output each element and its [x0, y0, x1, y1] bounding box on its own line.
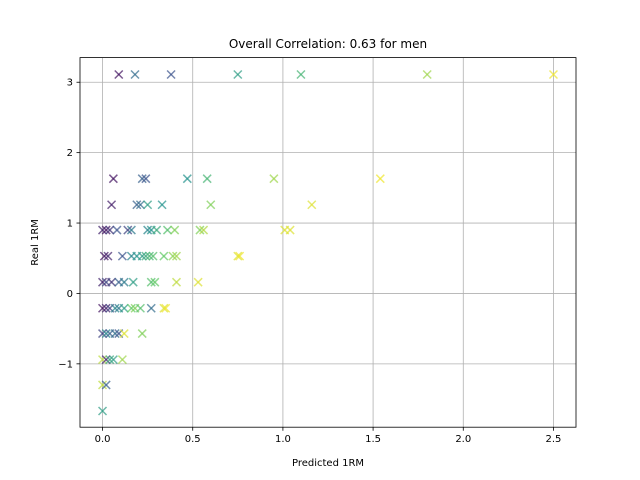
chart-title: Overall Correlation: 0.63 for men: [229, 37, 427, 51]
data-point: [143, 225, 153, 235]
data-point: [126, 303, 136, 313]
x-tick-label: 2.5: [546, 434, 562, 445]
axes-frame: [79, 57, 577, 428]
data-point: [126, 225, 136, 235]
y-tick-label: −1: [58, 359, 73, 370]
data-point: [168, 251, 178, 261]
data-point: [98, 406, 108, 416]
data-point: [146, 277, 156, 287]
data-point: [141, 174, 151, 184]
data-point: [105, 355, 115, 365]
y-tick-label: 2: [67, 148, 73, 159]
data-point: [143, 200, 153, 210]
data-point: [98, 277, 108, 287]
data-point: [108, 174, 118, 184]
data-point: [98, 380, 108, 390]
data-point: [99, 251, 109, 261]
data-point: [233, 251, 243, 261]
data-point: [119, 329, 129, 339]
x-tick-label: 1.0: [275, 434, 291, 445]
data-point: [137, 329, 147, 339]
axis-ticks: 0.0 0.5 1.0 1.5 2.0 2.5 −1 0 1 2 3: [58, 78, 561, 445]
data-point: [101, 355, 111, 365]
grid-lines: [80, 57, 576, 428]
data-point: [269, 174, 279, 184]
data-point: [137, 251, 147, 261]
data-point: [548, 69, 558, 80]
data-point: [171, 277, 182, 287]
data-point: [375, 174, 385, 184]
data-point: [157, 200, 167, 210]
data-point: [170, 225, 180, 235]
data-point: [117, 355, 127, 365]
data-point: [233, 69, 243, 80]
data-point: [171, 251, 182, 261]
data-point: [182, 174, 192, 184]
data-point: [119, 303, 129, 313]
data-point: [101, 303, 111, 313]
data-point: [146, 303, 156, 313]
data-point: [159, 303, 169, 313]
data-point: [135, 200, 145, 210]
data-point: [135, 303, 145, 313]
data-point: [108, 355, 118, 365]
data-point: [137, 174, 147, 184]
data-point: [128, 277, 138, 287]
data-point: [166, 69, 176, 80]
x-tick-label: 1.5: [365, 434, 381, 445]
data-point: [152, 225, 162, 235]
data-point: [422, 69, 432, 80]
data-point: [144, 251, 154, 261]
data-point: [103, 251, 113, 261]
data-point: [195, 225, 205, 235]
data-point: [98, 225, 108, 235]
data-point: [101, 329, 111, 339]
data-point: [235, 251, 245, 261]
data-point: [114, 69, 124, 80]
data-point: [101, 225, 111, 235]
data-point: [307, 200, 317, 210]
x-tick-label: 2.0: [455, 434, 471, 445]
data-point: [110, 303, 120, 313]
x-tick-label: 0.0: [95, 434, 111, 445]
y-tick-label: 1: [67, 219, 73, 230]
data-point: [150, 277, 160, 287]
data-point: [141, 251, 151, 261]
data-point: [296, 69, 306, 80]
data-point: [159, 251, 169, 261]
x-tick-label: 0.5: [185, 434, 201, 445]
data-point: [112, 225, 122, 235]
data-point: [202, 174, 212, 184]
data-point: [132, 200, 142, 210]
y-axis-label: Real 1RM: [30, 219, 41, 266]
data-point: [119, 277, 129, 287]
data-point: [162, 225, 173, 235]
data-point: [199, 225, 209, 235]
data-point: [130, 69, 140, 80]
data-point: [285, 225, 295, 235]
data-point: [105, 225, 115, 235]
data-point: [110, 329, 120, 339]
data-point: [117, 251, 127, 261]
data-point: [98, 303, 108, 313]
y-tick-label: 3: [67, 78, 73, 89]
data-point: [98, 329, 108, 339]
data-point: [107, 200, 117, 210]
y-tick-label: 0: [67, 289, 73, 300]
data-point: [148, 251, 158, 261]
data-point: [161, 303, 171, 313]
data-point: [193, 277, 203, 287]
data-point: [206, 200, 216, 210]
data-point: [98, 355, 108, 365]
data-points: [98, 69, 558, 416]
data-point: [123, 225, 133, 235]
data-point: [107, 277, 117, 287]
data-point: [101, 380, 111, 390]
x-axis-label: Predicted 1RM: [292, 458, 364, 469]
